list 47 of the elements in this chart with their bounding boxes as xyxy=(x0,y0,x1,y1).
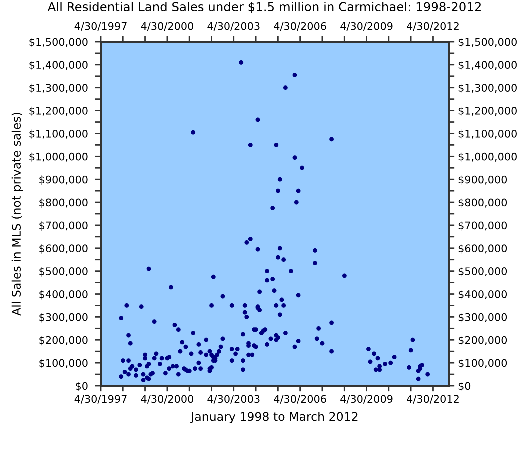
y-tick-label: $1,500,000 xyxy=(30,38,88,48)
y2-tick-label: $1,100,000 xyxy=(458,130,517,140)
x-tick-label: 4/30/2012 xyxy=(407,395,459,404)
chart-title: All Residential Land Sales under $1.5 million in Carmichael: 1998-2012 xyxy=(48,2,481,14)
y2-tick-label: $900,000 xyxy=(458,176,508,186)
x2-tick-label: 4/30/2012 xyxy=(407,22,459,32)
y-tick-label: $800,000 xyxy=(40,198,88,208)
y-tick-label: $600,000 xyxy=(40,244,88,254)
y-tick-label: $100,000 xyxy=(40,359,88,369)
y-axis-title: All Sales in MLS (not private sales) xyxy=(12,113,24,316)
y2-tick-label: $400,000 xyxy=(458,290,508,300)
x2-tick-label: 4/30/1997 xyxy=(74,22,127,32)
y2-tick-label: $1,500,000 xyxy=(458,38,517,48)
y2-tick-label: $300,000 xyxy=(458,313,508,323)
x2-tick-label: 4/30/2000 xyxy=(141,22,194,32)
y-tick-label: $1,400,000 xyxy=(30,60,88,70)
y2-tick-label: $1,200,000 xyxy=(458,106,517,116)
y-tick-label: $300,000 xyxy=(40,313,88,323)
x-tick-label: 4/30/2009 xyxy=(340,395,393,404)
y-tick-label: $700,000 xyxy=(40,222,88,231)
y-tick-label: $1,300,000 xyxy=(30,84,88,94)
x-tick-label: 4/30/2000 xyxy=(141,395,194,404)
x-tick-label: 4/30/2003 xyxy=(208,395,260,404)
y-tick-label: $0 xyxy=(76,382,88,392)
y2-tick-label: $600,000 xyxy=(458,244,508,254)
x-tick-label: 4/30/2006 xyxy=(274,395,326,404)
y-tick-label: $200,000 xyxy=(40,336,88,346)
y-tick-label: $900,000 xyxy=(40,176,88,186)
x2-tick-label: 4/30/2006 xyxy=(274,22,326,32)
y2-tick-label: $1,400,000 xyxy=(458,60,517,70)
x-tick-label: 4/30/1997 xyxy=(74,395,127,404)
y2-tick-label: $800,000 xyxy=(458,198,508,208)
y-tick-label: $500,000 xyxy=(40,267,88,277)
x2-tick-label: 4/30/2009 xyxy=(340,22,393,32)
x-axis-title: January 1998 to March 2012 xyxy=(190,412,358,424)
y2-tick-label: $100,000 xyxy=(458,359,508,369)
y-tick-label: $1,000,000 xyxy=(30,152,88,162)
y2-tick-label: $1,300,000 xyxy=(458,84,517,94)
y2-tick-label: $500,000 xyxy=(458,267,508,277)
y-tick-label: $1,100,000 xyxy=(30,130,88,140)
y2-tick-label: $200,000 xyxy=(458,336,508,346)
y2-tick-label: $0 xyxy=(458,382,471,392)
y-tick-label: $1,200,000 xyxy=(30,106,88,116)
y2-tick-label: $700,000 xyxy=(458,222,508,231)
y2-tick-label: $1,000,000 xyxy=(458,152,517,162)
y-tick-label: $400,000 xyxy=(40,290,88,300)
x2-tick-label: 4/30/2003 xyxy=(208,22,260,32)
